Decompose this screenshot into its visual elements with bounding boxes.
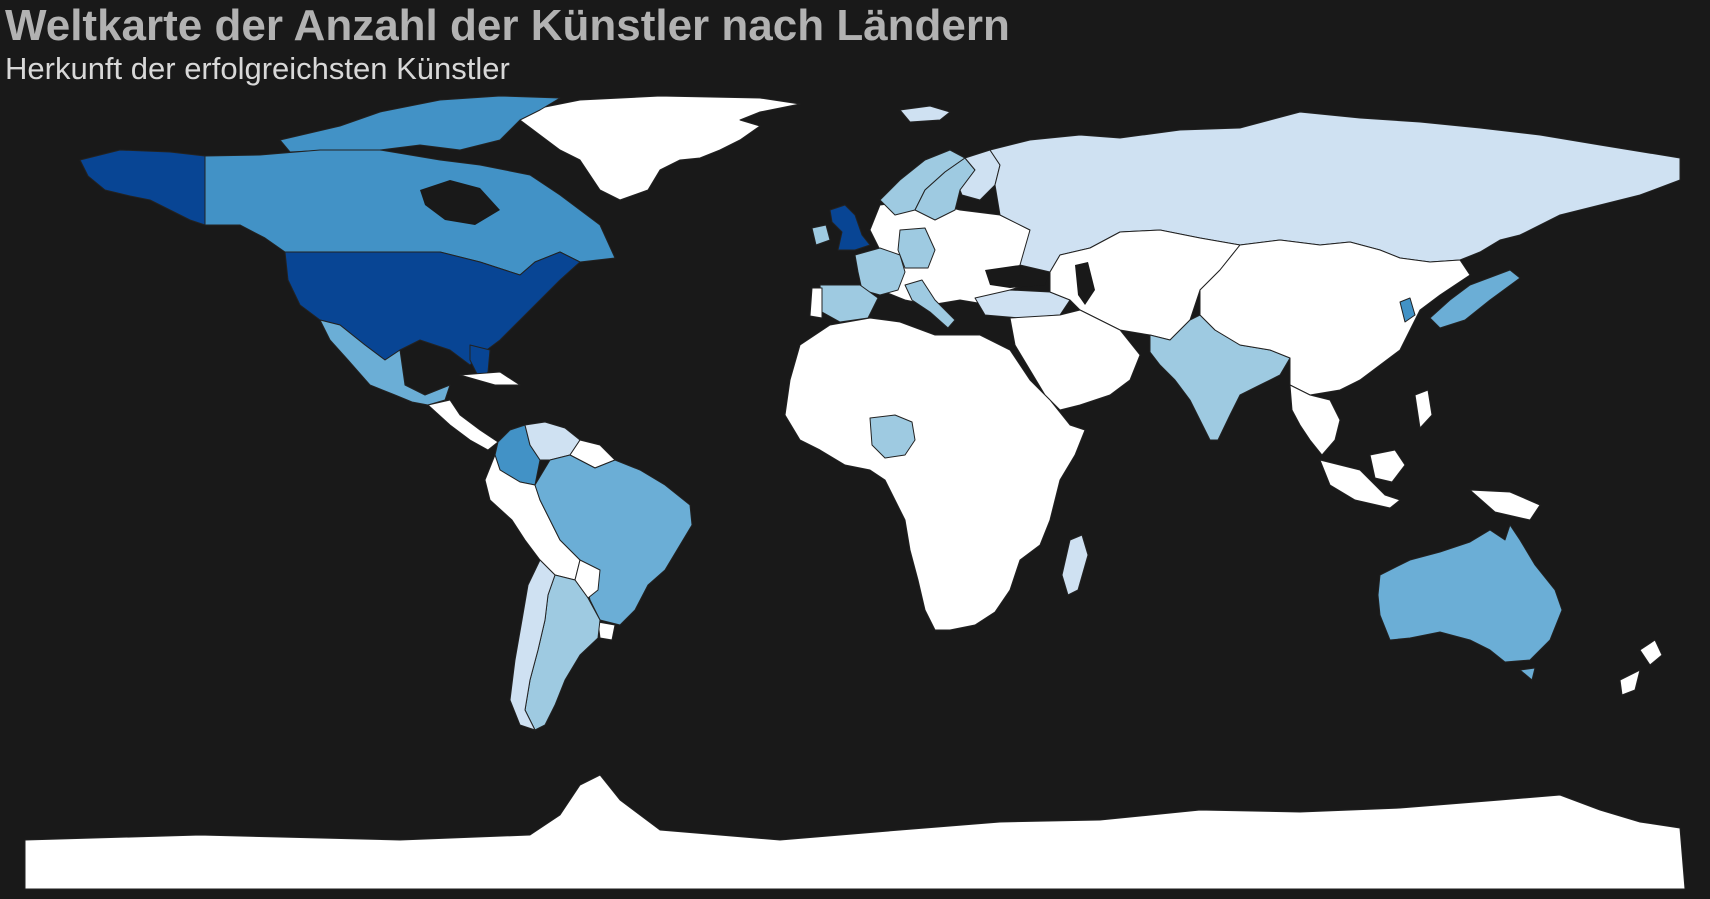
region-philippines[interactable] xyxy=(1414,389,1433,429)
region-alaska[interactable] xyxy=(79,149,206,226)
region-southeast-asia[interactable] xyxy=(1289,384,1341,456)
region-new-guinea[interactable] xyxy=(1469,489,1541,521)
region-australia[interactable] xyxy=(1377,524,1563,663)
region-tasmania[interactable] xyxy=(1519,667,1536,681)
region-central-america[interactable] xyxy=(427,399,499,451)
region-nigeria[interactable] xyxy=(869,414,916,459)
region-cuba[interactable] xyxy=(459,371,521,386)
region-middle-east[interactable] xyxy=(1009,309,1141,411)
region-south-korea[interactable] xyxy=(1399,297,1416,323)
region-germany[interactable] xyxy=(897,227,936,269)
map-subtitle: Herkunft der erfolgreichsten Künstler xyxy=(5,51,510,86)
region-italy[interactable] xyxy=(904,279,956,329)
region-china[interactable] xyxy=(1199,239,1471,396)
region-uruguay[interactable] xyxy=(597,621,616,641)
region-madagascar[interactable] xyxy=(1061,534,1089,596)
region-united-kingdom[interactable] xyxy=(829,204,871,251)
region-greenland[interactable] xyxy=(519,95,801,201)
region-ireland[interactable] xyxy=(811,224,831,246)
region-japan[interactable] xyxy=(1429,269,1521,329)
region-portugal[interactable] xyxy=(809,287,823,319)
region-usa[interactable] xyxy=(284,251,581,366)
region-turkey[interactable] xyxy=(974,289,1071,319)
caspian-sea xyxy=(1075,262,1095,305)
region-mexico[interactable] xyxy=(319,319,451,406)
region-indonesia[interactable] xyxy=(1319,459,1401,509)
region-africa[interactable] xyxy=(784,317,1086,631)
region-brazil[interactable] xyxy=(534,454,693,626)
region-new-zealand[interactable] xyxy=(1619,639,1663,696)
region-chile[interactable] xyxy=(509,559,556,731)
region-antarctica[interactable] xyxy=(24,774,1686,890)
black-sea xyxy=(985,265,1050,288)
region-borneo[interactable] xyxy=(1369,449,1406,483)
region-iceland[interactable] xyxy=(899,105,951,123)
map-title: Weltkarte der Anzahl der Künstler nach L… xyxy=(5,1,1010,50)
region-france[interactable] xyxy=(854,247,906,296)
region-canada-islands[interactable] xyxy=(279,95,561,153)
hudson-bay xyxy=(420,180,500,225)
